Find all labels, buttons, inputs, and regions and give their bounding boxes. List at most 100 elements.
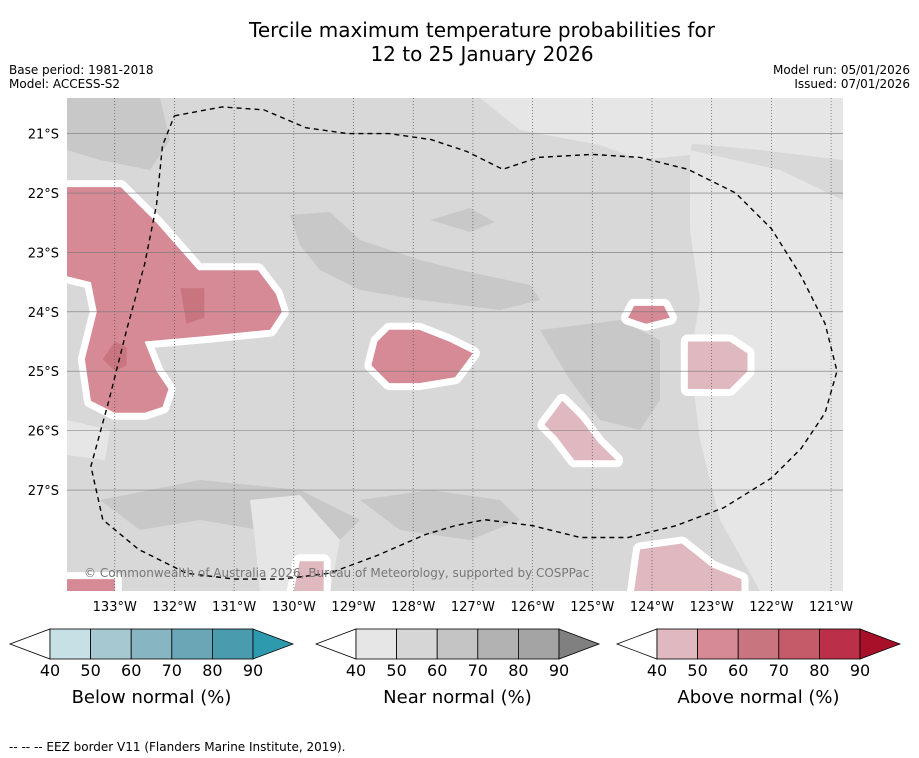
near-dark-nw [67,98,170,170]
x-tick-label: 126°W [511,600,555,615]
legend-near-tick: 70 [468,661,488,680]
legend-below-swatch [130,628,173,660]
region-above-4 [680,334,755,396]
legend-above-swatch [656,628,698,660]
legend-near-swatch [396,628,438,660]
legend-below-swatch [171,628,213,660]
legend-above-tick: 80 [809,661,829,680]
legend-above-tick: 70 [769,661,789,680]
legend-below-tick: 80 [202,661,222,680]
y-tick-label: 22°S [28,187,59,202]
x-tick-label: 132°W [152,600,196,615]
legend-near-swatch [355,628,397,660]
legend-near: 40 50 60 70 80 90 Near normal (%) [314,628,601,708]
legend-near-swatch [436,628,479,660]
gridlines [67,98,843,591]
footer-note: -- -- -- EEZ border V11 (Flanders Marine… [9,740,346,754]
x-tick-label: 131°W [212,600,256,615]
model-name: Model: ACCESS-S2 [9,77,121,91]
region-above-1 [180,288,205,324]
legend-above-tick: 50 [687,661,707,680]
x-tick-label: 125°W [570,600,614,615]
chart-title-line2: 12 to 25 January 2026 [370,42,594,66]
legend-near-tick: 90 [549,661,569,680]
x-tick-label: 123°W [690,600,734,615]
legends: 40 50 60 70 80 90 Below normal (%) 40 50 60 70 80 90… [8,628,902,708]
eez-border-line [90,106,838,580]
region-above-8 [627,536,749,591]
y-tick-label: 26°S [28,425,59,440]
legend-below-tick: 70 [162,661,182,680]
legend-below-swatch [49,628,91,660]
near-dark-center [290,212,540,310]
near-light-east [690,150,843,591]
legend-near-tick: 40 [346,661,366,680]
legend-near-tick: 80 [508,661,528,680]
x-tick-label: 133°W [93,600,137,615]
legend-near-tick: 50 [386,661,406,680]
x-axis: 133°W 132°W 131°W 130°W 129°W 128°W 127°W 126°W… [93,600,854,615]
meta-left: Base period: 1981-2018 Model: ACCESS-S2 [9,63,154,91]
x-tick-label: 129°W [331,600,375,615]
model-run: Model run: 05/01/2026 [772,63,910,77]
legend-above-label: Above normal (%) [677,687,839,708]
base-period: Base period: 1981-2018 [9,63,154,77]
region-above-6 [621,298,677,331]
chart-title-line1: Tercile maximum temperature probabilitie… [249,18,715,42]
legend-near-low-arrow [314,628,357,660]
legend-above-swatch [819,628,861,660]
legend-below-high-arrow [252,628,295,660]
legend-above-low-arrow [615,628,658,660]
legend-above-swatch [697,628,739,660]
legend-above-tick: 40 [647,661,667,680]
x-tick-label: 127°W [451,600,495,615]
meta-right: Model run: 05/01/2026 Issued: 07/01/2026 [773,63,910,91]
legend-above-swatch [778,628,820,660]
legend-below-tick: 60 [121,661,141,680]
legend-below-swatch [90,628,132,660]
legend-near-swatch [477,628,519,660]
y-axis: 21°S 22°S 23°S 24°S 25°S 26°S 27°S [28,128,59,499]
legend-below-tick: 90 [243,661,263,680]
near-dark-se [540,320,660,430]
y-tick-label: 21°S [28,128,59,143]
legend-below-label: Below normal (%) [72,687,232,708]
near-dark-center2 [430,208,495,232]
legend-above-tick: 60 [728,661,748,680]
copyright-text: © Commonwealth of Australia 2026, Bureau… [84,566,589,580]
legend-above-tick: 90 [850,661,870,680]
x-tick-label: 124°W [630,600,674,615]
y-tick-label: 27°S [28,484,59,499]
legend-near-high-arrow [558,628,601,660]
legend-above-swatch [737,628,780,660]
legend-below-low-arrow [8,628,51,660]
near-light-north [340,98,700,160]
issued-date: Issued: 07/01/2026 [794,77,910,91]
near-light-west [67,420,110,460]
map-area: © Commonwealth of Australia 2026, Bureau… [67,98,843,591]
x-tick-label: 128°W [391,600,435,615]
legend-below-tick: 40 [40,661,60,680]
near-normal-shading [67,98,843,591]
y-tick-label: 25°S [28,365,59,380]
legend-below-swatch [211,628,254,660]
region-above-7 [67,572,122,591]
legend-near-tick: 60 [427,661,447,680]
x-tick-label: 122°W [749,600,793,615]
legend-near-label: Near normal (%) [383,687,532,708]
legend-near-swatch [518,628,560,660]
legend-below: 40 50 60 70 80 90 Below normal (%) [8,628,295,708]
y-tick-label: 23°S [28,246,59,261]
chart-title: Tercile maximum temperature probabilitie… [0,18,919,66]
near-light-ne [620,98,843,160]
region-above-3 [364,322,480,391]
legend-above: 40 50 60 70 80 90 Above normal (%) [615,628,902,708]
legend-above-high-arrow [859,628,902,660]
near-dark-south2 [360,490,520,540]
x-tick-label: 121°W [809,600,853,615]
x-tick-label: 130°W [272,600,316,615]
y-tick-label: 24°S [28,306,59,321]
above-normal-regions [67,180,755,591]
legend-below-tick: 50 [80,661,100,680]
